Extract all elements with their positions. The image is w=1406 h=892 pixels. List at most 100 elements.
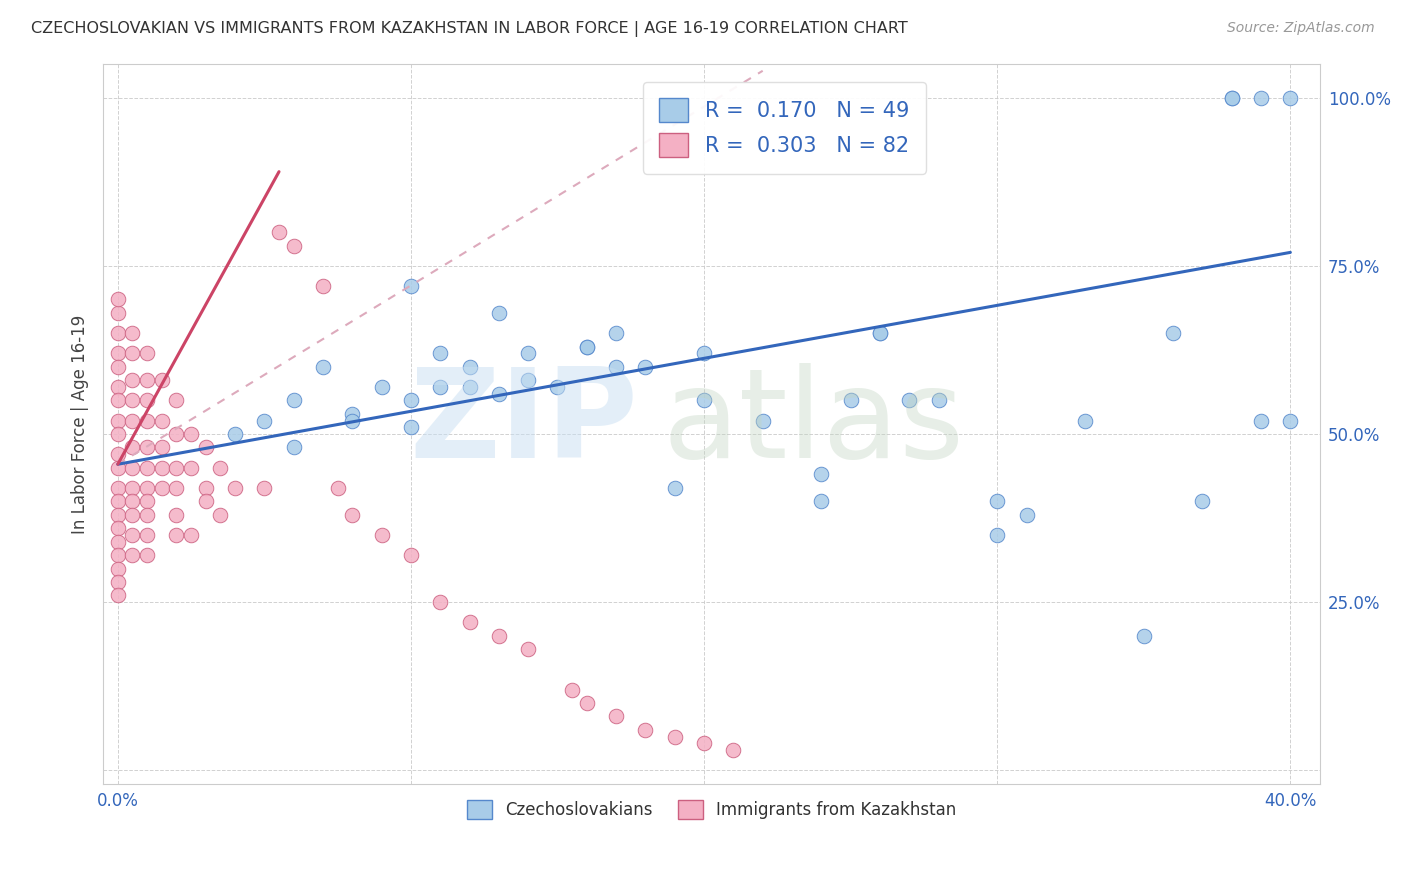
Point bbox=[107, 413, 129, 427]
Point bbox=[575, 696, 598, 710]
Point bbox=[342, 413, 364, 427]
Point bbox=[136, 413, 159, 427]
Point bbox=[121, 413, 143, 427]
Point bbox=[810, 494, 832, 508]
Legend: Czechoslovakians, Immigrants from Kazakhstan: Czechoslovakians, Immigrants from Kazakh… bbox=[460, 793, 963, 826]
Point bbox=[898, 393, 921, 408]
Point bbox=[1191, 494, 1213, 508]
Point bbox=[107, 326, 129, 340]
Point bbox=[283, 238, 305, 252]
Point bbox=[253, 413, 276, 427]
Point bbox=[605, 709, 627, 723]
Point bbox=[136, 393, 159, 408]
Point bbox=[165, 508, 187, 522]
Point bbox=[121, 346, 143, 360]
Text: atlas: atlas bbox=[662, 363, 965, 484]
Point bbox=[1220, 91, 1243, 105]
Point bbox=[370, 380, 392, 394]
Point bbox=[1250, 413, 1272, 427]
Point bbox=[150, 441, 173, 455]
Point bbox=[928, 393, 950, 408]
Point bbox=[751, 413, 773, 427]
Point bbox=[224, 427, 246, 442]
Point bbox=[224, 481, 246, 495]
Point bbox=[839, 393, 862, 408]
Point bbox=[180, 528, 202, 542]
Point bbox=[209, 508, 232, 522]
Point bbox=[1279, 413, 1302, 427]
Point bbox=[107, 427, 129, 442]
Point bbox=[267, 225, 290, 239]
Point bbox=[165, 427, 187, 442]
Point bbox=[136, 508, 159, 522]
Point bbox=[634, 723, 657, 737]
Point bbox=[342, 407, 364, 421]
Point bbox=[121, 494, 143, 508]
Point bbox=[312, 279, 335, 293]
Point bbox=[283, 441, 305, 455]
Point bbox=[986, 528, 1008, 542]
Point bbox=[121, 326, 143, 340]
Point bbox=[121, 393, 143, 408]
Point bbox=[399, 548, 422, 562]
Point bbox=[547, 380, 569, 394]
Point bbox=[664, 481, 686, 495]
Point bbox=[869, 326, 891, 340]
Point bbox=[575, 340, 598, 354]
Point bbox=[136, 373, 159, 387]
Point bbox=[429, 380, 451, 394]
Point bbox=[488, 386, 510, 401]
Point bbox=[107, 588, 129, 602]
Point bbox=[107, 561, 129, 575]
Text: ZIP: ZIP bbox=[409, 363, 638, 484]
Point bbox=[517, 642, 540, 657]
Point bbox=[1015, 508, 1038, 522]
Point bbox=[209, 460, 232, 475]
Point bbox=[561, 682, 583, 697]
Point bbox=[121, 441, 143, 455]
Point bbox=[429, 595, 451, 609]
Point bbox=[107, 494, 129, 508]
Point bbox=[107, 521, 129, 535]
Point bbox=[121, 528, 143, 542]
Point bbox=[723, 743, 745, 757]
Point bbox=[121, 508, 143, 522]
Point bbox=[107, 306, 129, 320]
Point bbox=[121, 373, 143, 387]
Point bbox=[605, 359, 627, 374]
Point bbox=[869, 326, 891, 340]
Point bbox=[194, 441, 217, 455]
Point bbox=[429, 346, 451, 360]
Point bbox=[165, 528, 187, 542]
Point bbox=[283, 393, 305, 408]
Point bbox=[1074, 413, 1097, 427]
Point bbox=[693, 736, 716, 750]
Point bbox=[399, 420, 422, 434]
Point bbox=[150, 413, 173, 427]
Point bbox=[121, 548, 143, 562]
Point bbox=[1220, 91, 1243, 105]
Point bbox=[107, 534, 129, 549]
Point bbox=[136, 481, 159, 495]
Point bbox=[136, 346, 159, 360]
Point bbox=[458, 380, 481, 394]
Point bbox=[136, 494, 159, 508]
Y-axis label: In Labor Force | Age 16-19: In Labor Force | Age 16-19 bbox=[72, 314, 89, 533]
Point bbox=[458, 359, 481, 374]
Text: CZECHOSLOVAKIAN VS IMMIGRANTS FROM KAZAKHSTAN IN LABOR FORCE | AGE 16-19 CORRELA: CZECHOSLOVAKIAN VS IMMIGRANTS FROM KAZAK… bbox=[31, 21, 908, 37]
Point bbox=[150, 373, 173, 387]
Point bbox=[180, 427, 202, 442]
Text: Source: ZipAtlas.com: Source: ZipAtlas.com bbox=[1227, 21, 1375, 35]
Point bbox=[517, 346, 540, 360]
Point bbox=[517, 373, 540, 387]
Point bbox=[136, 548, 159, 562]
Point bbox=[107, 574, 129, 589]
Point bbox=[107, 447, 129, 461]
Point bbox=[194, 494, 217, 508]
Point bbox=[165, 460, 187, 475]
Point bbox=[136, 460, 159, 475]
Point bbox=[342, 508, 364, 522]
Point bbox=[1133, 629, 1156, 643]
Point bbox=[1279, 91, 1302, 105]
Point bbox=[107, 346, 129, 360]
